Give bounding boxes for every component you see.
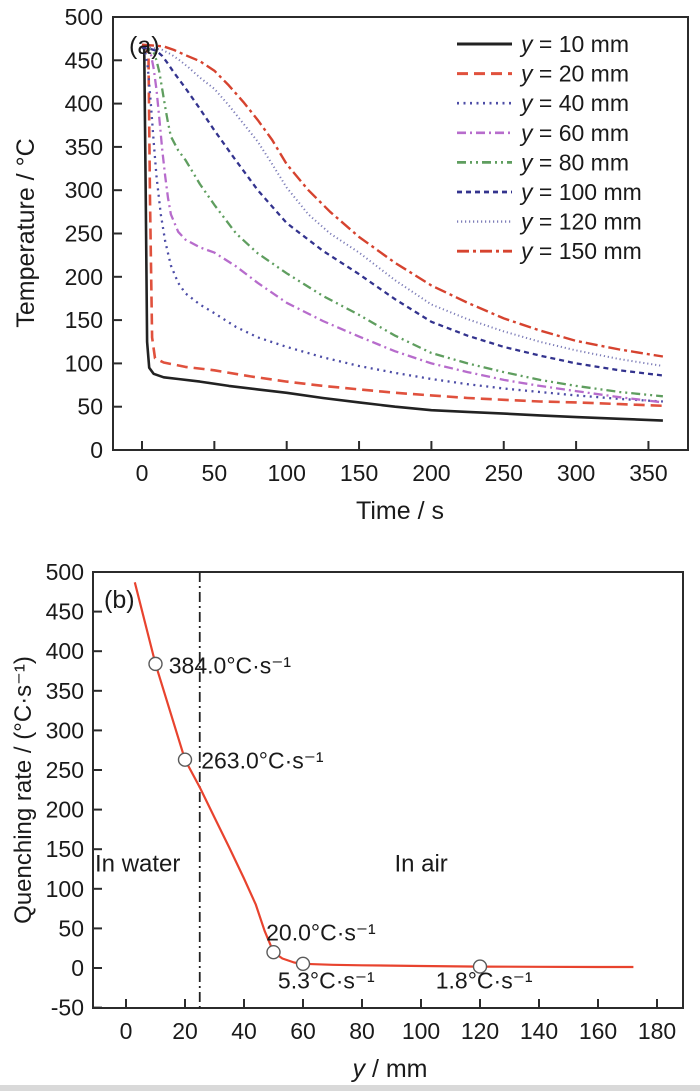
x-axis-title: Time / s <box>356 497 444 525</box>
data-point-marker <box>295 956 311 972</box>
y-tick-label: 400 <box>65 91 103 117</box>
y-tick-label: 150 <box>65 307 103 333</box>
legend-label: y = 40 mm <box>519 90 629 116</box>
region-label-in-water: In water <box>95 850 180 877</box>
x-tick-label: 180 <box>638 1018 676 1044</box>
x-tick-label: 120 <box>461 1018 499 1044</box>
y-tick-label: 450 <box>65 47 103 73</box>
series-80mm <box>141 46 664 398</box>
y-tick-label: 50 <box>77 394 103 420</box>
y-tick-label: -50 <box>51 995 84 1021</box>
chart-b-quenching-rate-vs-y: 0 20 40 60 80 100 120 140 160 180 -50 0 50 100 150 200 2… <box>10 559 684 1083</box>
x-tick-label: 150 <box>340 460 378 486</box>
y-axis-title: Temperature / °C <box>12 138 40 327</box>
x-tick-label: 40 <box>231 1018 257 1044</box>
legend-label: y = 120 mm <box>519 209 642 235</box>
legend-label: y = 60 mm <box>519 120 629 146</box>
y-tick-label: 300 <box>65 177 103 203</box>
y-tick-label: 150 <box>46 836 84 862</box>
y-tick-label: 500 <box>65 4 103 30</box>
y-tick-label: 50 <box>58 915 84 941</box>
rate-annotation: 20.0°C·s⁻¹ <box>266 919 376 945</box>
chart-a-temperature-vs-time: 0 50 100 150 200 250 300 350 0 50 100 150 200 250 300 3… <box>12 4 689 525</box>
y-tick-label: 100 <box>46 876 84 902</box>
y-tick-label: 0 <box>71 955 84 981</box>
legend-label: y = 80 mm <box>519 149 629 175</box>
rate-annotation: 5.3°C·s⁻¹ <box>278 968 375 994</box>
y-tick-label: 300 <box>46 717 84 743</box>
panel-label-a: (a) <box>129 32 160 60</box>
x-tick-label: 60 <box>290 1018 316 1044</box>
x-tick-label: 100 <box>402 1018 440 1044</box>
y-tick-label: 100 <box>65 350 103 376</box>
y-tick-label: 400 <box>46 638 84 664</box>
y-tick-label: 250 <box>46 757 84 783</box>
data-point-marker <box>177 752 193 767</box>
data-point-marker <box>472 959 488 974</box>
x-tick-label: 350 <box>629 460 667 486</box>
x-tick-label: 140 <box>520 1018 558 1044</box>
region-label-in-air: In air <box>394 850 447 877</box>
x-tick-label: 80 <box>349 1018 375 1044</box>
x-tick-label: 160 <box>579 1018 617 1044</box>
y-tick-label: 350 <box>46 678 84 704</box>
series-100mm <box>141 46 664 377</box>
series-40mm <box>141 46 663 403</box>
x-tick-label: 50 <box>202 460 228 486</box>
rate-annotation: 384.0°C·s⁻¹ <box>169 652 292 678</box>
x-tick-label: 200 <box>412 460 450 486</box>
x-tick-label: 300 <box>557 460 595 486</box>
y-tick-label: 500 <box>46 559 84 585</box>
x-tick-label: 100 <box>268 460 306 486</box>
y-tick-label: 200 <box>65 264 103 290</box>
series-60mm <box>141 45 664 404</box>
data-point-marker <box>266 944 281 960</box>
data-point-marker <box>148 656 163 672</box>
rate-annotation: 1.8°C·s⁻¹ <box>436 968 533 994</box>
y-tick-label: 450 <box>46 599 84 625</box>
x-tick-label: 0 <box>136 460 149 486</box>
legend-label: y = 10 mm <box>519 31 629 57</box>
y-tick-label: 350 <box>65 134 103 160</box>
rate-annotation: 263.0°C·s⁻¹ <box>201 747 324 773</box>
legend-label: y = 150 mm <box>519 238 642 264</box>
quenching-rate-line <box>133 582 634 969</box>
y-tick-label: 250 <box>65 221 103 247</box>
legend-label: y = 20 mm <box>519 61 629 87</box>
plot-frame <box>92 571 684 1009</box>
page-edge-strip <box>0 1085 700 1091</box>
y-tick-label: 200 <box>46 797 84 823</box>
x-tick-label: 0 <box>120 1018 133 1044</box>
series-150mm <box>141 43 664 358</box>
y-axis-title: Quenching rate / (°C·s⁻¹) <box>10 656 37 924</box>
series-10mm <box>142 45 663 422</box>
x-tick-label: 250 <box>485 460 523 486</box>
panel-label-b: (b) <box>104 586 135 614</box>
x-axis-title: y / mm <box>351 1055 428 1083</box>
legend-label: y = 100 mm <box>519 179 642 205</box>
y-tick-label: 0 <box>90 437 103 463</box>
series-20mm <box>141 43 663 408</box>
x-tick-label: 20 <box>172 1018 198 1044</box>
